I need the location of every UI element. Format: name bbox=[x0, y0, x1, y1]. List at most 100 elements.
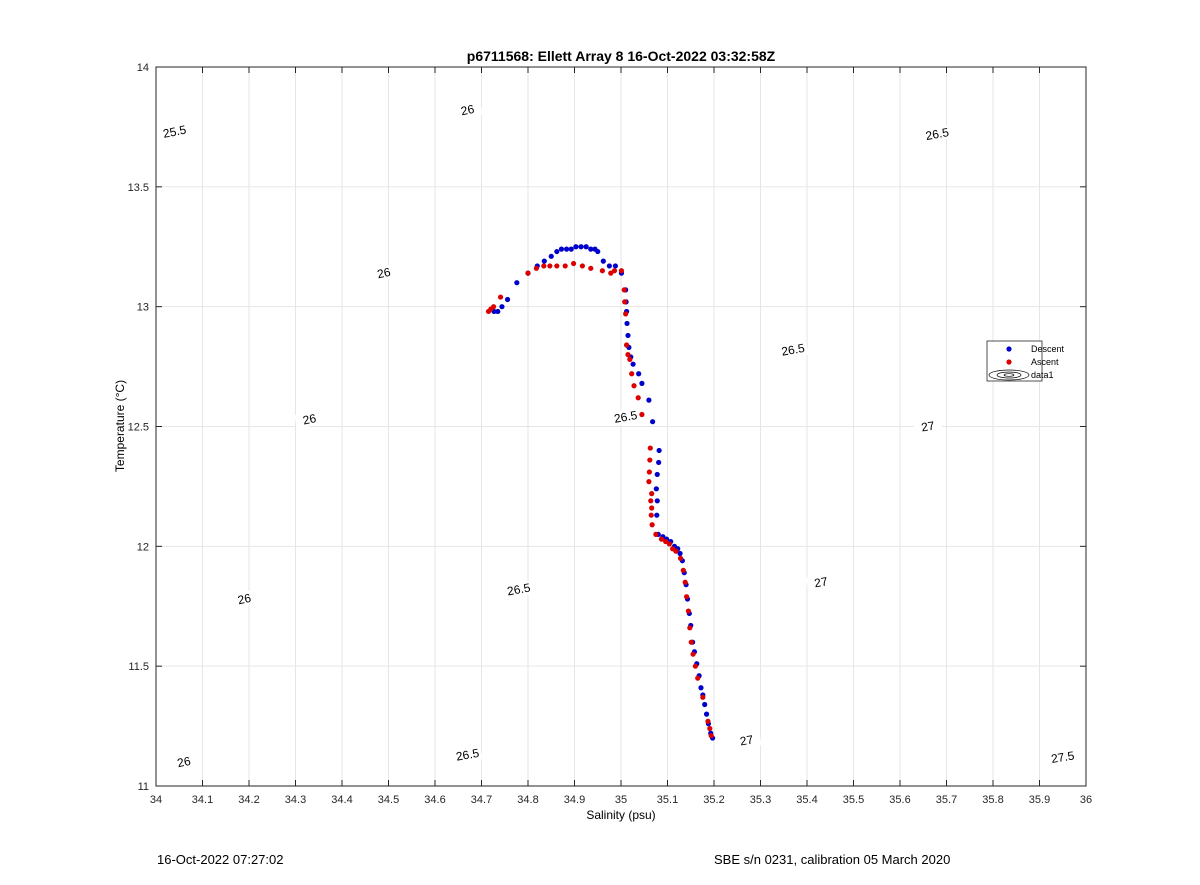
x-tick-label: 34.1 bbox=[192, 794, 213, 806]
ascent-point bbox=[677, 555, 684, 561]
contour-label-bg bbox=[368, 263, 399, 283]
ascent-point bbox=[647, 457, 653, 463]
descent-point bbox=[583, 244, 589, 250]
ascent-point bbox=[700, 694, 706, 700]
contour-label: 25.5 bbox=[162, 123, 188, 141]
x-tick-label: 34.5 bbox=[378, 794, 399, 806]
legend-swatch-contour bbox=[1003, 373, 1015, 377]
ascent-point bbox=[666, 541, 672, 547]
ascent-point bbox=[648, 512, 654, 518]
descent-point bbox=[554, 248, 560, 255]
ascent-point bbox=[708, 733, 714, 739]
contour-label-bg bbox=[912, 417, 943, 436]
ascent-point bbox=[562, 263, 568, 269]
y-axis-label: Temperature (°C) bbox=[113, 380, 127, 472]
contour-label-bg bbox=[610, 407, 641, 427]
x-tick-label: 35.2 bbox=[703, 794, 724, 806]
ascent-point bbox=[646, 469, 652, 475]
contour-label-bg bbox=[452, 100, 483, 120]
contour-label: 26.5 bbox=[613, 408, 639, 426]
y-tick-label: 13 bbox=[137, 302, 149, 314]
descent-point bbox=[636, 371, 642, 377]
contour-label-bg bbox=[168, 752, 200, 772]
x-tick-label: 34.2 bbox=[238, 794, 259, 806]
contour-label-bg bbox=[731, 731, 762, 750]
footer-calibration: SBE s/n 0231, calibration 05 March 2020 bbox=[714, 852, 951, 867]
ascent-point bbox=[663, 538, 669, 545]
descent-point bbox=[654, 512, 660, 518]
legend-label: data1 bbox=[1031, 370, 1054, 380]
ascent-point bbox=[705, 718, 711, 724]
y-tick-label: 14 bbox=[137, 62, 149, 74]
ascent-point bbox=[599, 268, 606, 274]
descent-point bbox=[573, 244, 579, 250]
contour-label: 27 bbox=[813, 574, 829, 590]
legend-swatch-descent bbox=[1006, 346, 1012, 352]
legend-label: Descent bbox=[1031, 344, 1065, 354]
ascent-point bbox=[695, 675, 701, 681]
ascent-point bbox=[692, 663, 699, 669]
ascent-point bbox=[631, 383, 637, 389]
y-tick-label: 12 bbox=[137, 541, 149, 553]
ascent-point bbox=[646, 479, 652, 485]
legend: Descent Ascent data1 bbox=[986, 340, 1065, 382]
contour-label-bg bbox=[159, 122, 190, 142]
x-tick-label: 35 bbox=[615, 794, 627, 806]
ascent-point bbox=[680, 567, 686, 573]
ascent-point bbox=[639, 411, 645, 418]
x-axis-label: Salinity (psu) bbox=[586, 808, 655, 822]
x-tick-label: 34.7 bbox=[471, 794, 492, 806]
x-tick-label: 34.3 bbox=[285, 794, 306, 806]
contour-label: 26 bbox=[236, 591, 252, 607]
descent-point bbox=[499, 304, 505, 310]
footer-timestamp: 16-Oct-2022 07:27:02 bbox=[157, 852, 284, 867]
descent-point bbox=[625, 332, 631, 339]
descent-point bbox=[504, 296, 511, 303]
ascent-point bbox=[588, 265, 594, 271]
descent-point bbox=[703, 711, 710, 717]
contour-label: 26.5 bbox=[924, 125, 950, 143]
x-tick-label: 35.7 bbox=[936, 794, 957, 806]
contour-label: 26 bbox=[376, 265, 392, 281]
x-tick-label: 34 bbox=[150, 794, 162, 806]
ascent-point bbox=[690, 651, 696, 657]
descent-point bbox=[548, 253, 554, 259]
ascent-point bbox=[648, 498, 654, 504]
x-tick-label: 35.6 bbox=[889, 794, 910, 806]
ascent-point bbox=[653, 531, 659, 537]
ascent-point bbox=[525, 270, 531, 276]
descent-point bbox=[656, 459, 662, 466]
x-tick-label: 35.8 bbox=[982, 794, 1003, 806]
x-tick-label: 34.9 bbox=[564, 794, 585, 806]
ascent-point bbox=[579, 263, 586, 269]
ascent-point bbox=[647, 445, 653, 451]
descent-point bbox=[514, 280, 520, 286]
descent-point bbox=[606, 263, 612, 269]
ascent-point bbox=[554, 263, 560, 269]
ascent-point bbox=[618, 268, 625, 274]
legend-label: Ascent bbox=[1031, 357, 1059, 367]
ascent-point bbox=[497, 294, 504, 300]
ascent-point bbox=[649, 491, 655, 497]
x-tick-label: 34.8 bbox=[517, 794, 538, 806]
contour-label-bg bbox=[778, 340, 809, 360]
y-tick-label: 12.5 bbox=[128, 422, 149, 434]
ascent-point bbox=[623, 311, 629, 317]
descent-point bbox=[624, 320, 630, 327]
data-points bbox=[485, 244, 716, 741]
chart-title: p6711568: Ellett Array 8 16-Oct-2022 03:… bbox=[467, 48, 776, 64]
contour-label: 26.5 bbox=[506, 580, 532, 598]
x-tick-label: 36 bbox=[1080, 794, 1092, 806]
descent-point bbox=[656, 447, 662, 454]
ascent-point bbox=[485, 308, 492, 315]
x-axis: 34 34.1 34.2 34.3 34.4 34.5 34.6 34.7 34.8 34.9 35… bbox=[150, 67, 1092, 806]
x-tick-label: 35.9 bbox=[1029, 794, 1050, 806]
ascent-point bbox=[658, 536, 665, 542]
x-tick-label: 35.4 bbox=[796, 794, 817, 806]
descent-point bbox=[677, 550, 683, 557]
descent-point bbox=[654, 498, 660, 504]
ascent-point bbox=[649, 505, 655, 511]
x-tick-label: 35.1 bbox=[657, 794, 678, 806]
ascent-point bbox=[683, 594, 690, 600]
ascent-point bbox=[625, 352, 631, 358]
